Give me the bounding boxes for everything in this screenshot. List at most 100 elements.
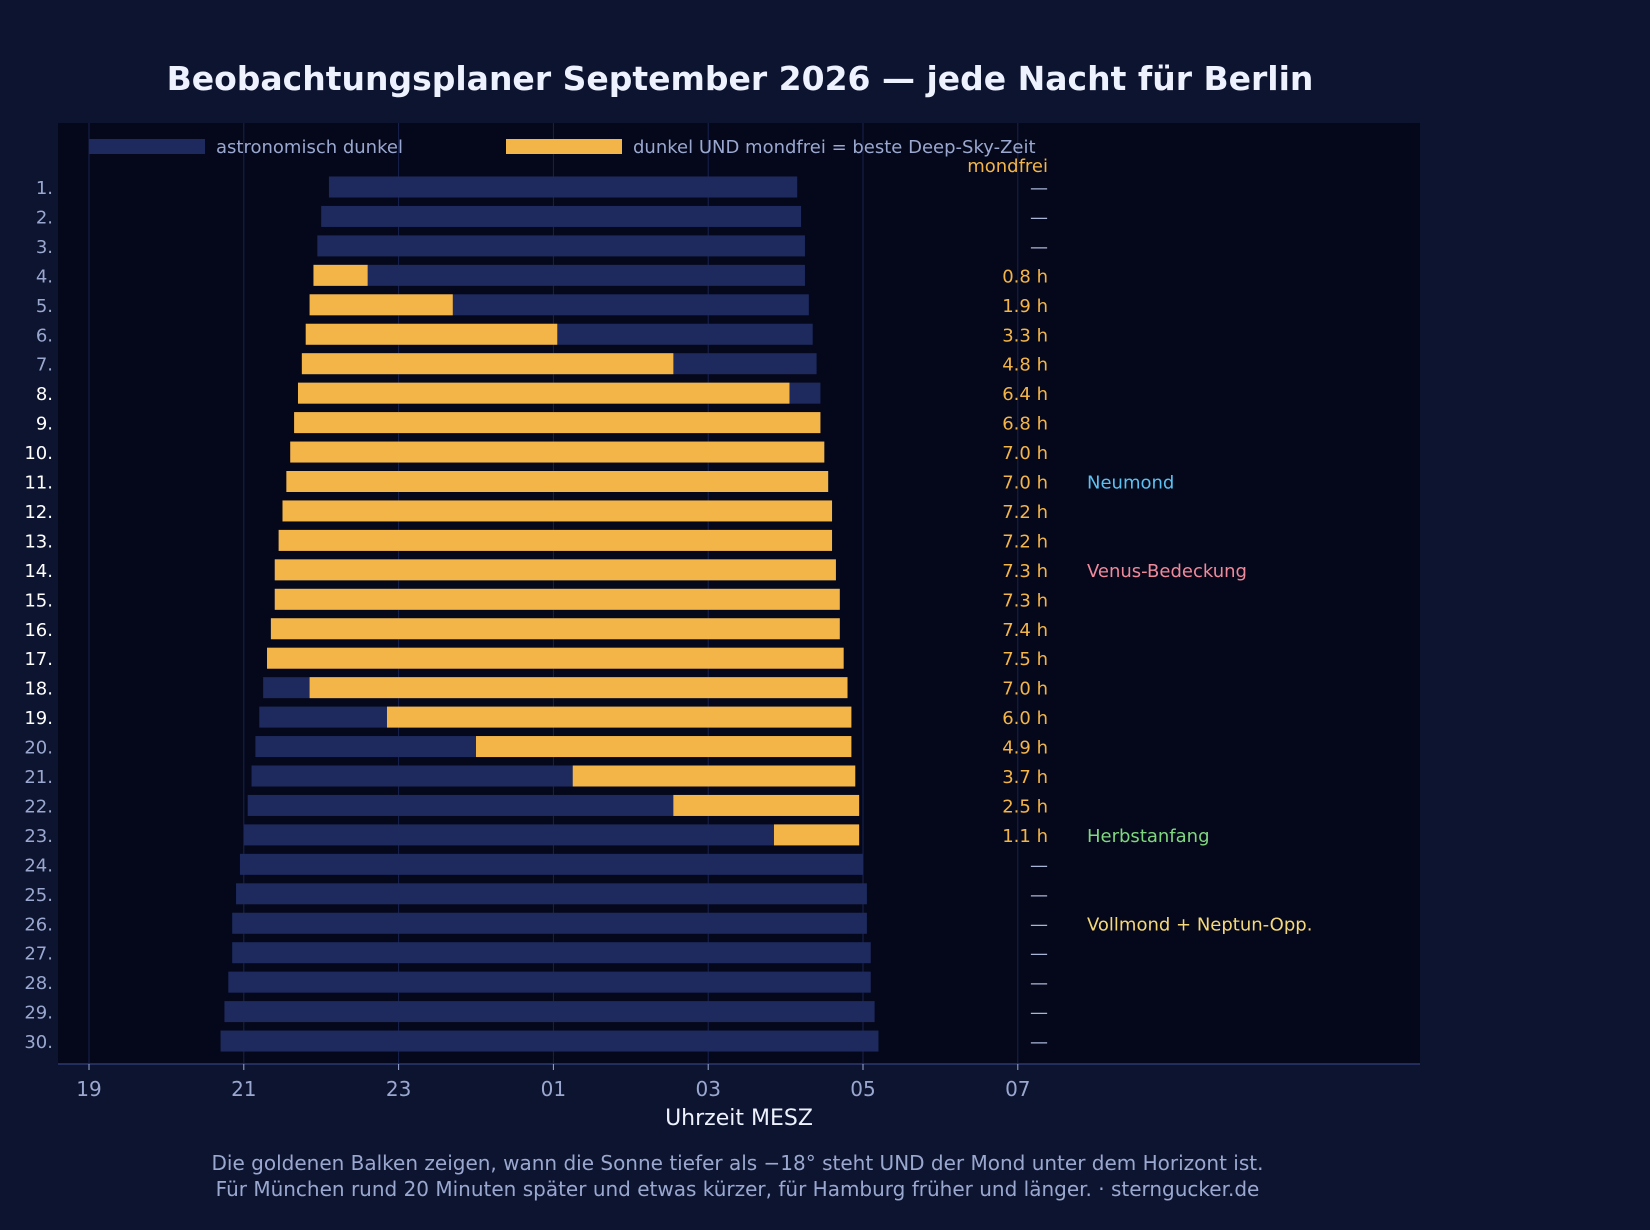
- event-label-0: Neumond: [1087, 473, 1174, 494]
- moonfree-bar-8: [297, 382, 790, 404]
- night-label-24: 24.: [24, 855, 53, 876]
- moonfree-bar-21: [572, 765, 856, 787]
- night-label-23: 23.: [24, 826, 53, 847]
- night-label-17: 17.: [24, 649, 53, 670]
- moonfree-column-header: mondfrei: [967, 156, 1048, 177]
- moonfree-bar-4: [313, 264, 368, 286]
- moonfree-hours-28: —: [1030, 973, 1048, 994]
- moonfree-hours-9: 6.8 h: [1002, 414, 1048, 435]
- moonfree-hours-22: 2.5 h: [1002, 796, 1048, 817]
- moonfree-hours-7: 4.8 h: [1002, 355, 1048, 376]
- moonfree-bar-18: [309, 677, 848, 699]
- dark-bar-24: [239, 853, 863, 875]
- moonfree-hours-14: 7.3 h: [1002, 561, 1048, 582]
- night-label-3: 3.: [36, 237, 53, 258]
- night-label-7: 7.: [36, 355, 53, 376]
- night-label-22: 22.: [24, 796, 53, 817]
- night-label-15: 15.: [24, 590, 53, 611]
- moonfree-bar-22: [673, 794, 860, 816]
- dark-bar-25: [236, 883, 867, 905]
- moonfree-hours-20: 4.9 h: [1002, 738, 1048, 759]
- x-tick-label-0: 19: [76, 1077, 101, 1101]
- night-label-12: 12.: [24, 502, 53, 523]
- event-annotations: Neumond Venus-Bedeckung Herbstanfang Vollmo…: [1087, 473, 1312, 936]
- dark-bar-27: [232, 942, 871, 964]
- night-label-28: 28.: [24, 973, 53, 994]
- night-labels: 1. 2. 3. 4. 5. 6. 7. 8. 9. 10. 11. 12. 13. 14. 15. 16. 1…: [24, 178, 53, 1053]
- dark-bar-29: [224, 1001, 875, 1023]
- moonfree-hours-18: 7.0 h: [1002, 679, 1048, 700]
- moonfree-hours-17: 7.5 h: [1002, 649, 1048, 670]
- night-label-29: 29.: [24, 1003, 53, 1024]
- moonfree-hours-16: 7.4 h: [1002, 620, 1048, 641]
- moonfree-bar-15: [274, 588, 840, 610]
- x-tick-label-2: 23: [386, 1077, 411, 1101]
- moonfree-bar-13: [278, 529, 833, 551]
- moonfree-hours-12: 7.2 h: [1002, 502, 1048, 523]
- bars: [220, 176, 879, 1052]
- moonfree-bar-11: [286, 471, 829, 492]
- legend-label-1: dunkel UND mondfrei = beste Deep-Sky-Zei…: [633, 137, 1036, 158]
- night-label-5: 5.: [36, 296, 53, 317]
- moonfree-bar-20: [476, 736, 852, 758]
- legend: astronomisch dunkel dunkel UND mondfrei =…: [89, 137, 1036, 158]
- moonfree-hours-column: mondfrei———0.8 h1.9 h3.3 h4.8 h6.4 h6.8 …: [967, 156, 1048, 1053]
- chart-title: Beobachtungsplaner September 2026 — jede…: [167, 59, 1314, 98]
- legend-swatch-1: [506, 139, 622, 154]
- moonfree-bar-6: [305, 323, 558, 345]
- footer-note: Die goldenen Balken zeigen, wann die Son…: [0, 1150, 1475, 1202]
- moonfree-hours-24: —: [1030, 855, 1048, 876]
- moonfree-hours-30: —: [1030, 1032, 1048, 1053]
- night-label-2: 2.: [36, 207, 53, 228]
- night-label-19: 19.: [24, 708, 53, 729]
- footer-line-2: Für München rund 20 Minuten später und e…: [215, 1177, 1260, 1201]
- event-label-2: Herbstanfang: [1087, 826, 1210, 847]
- dark-bar-4: [313, 264, 805, 286]
- x-axis: 19 21 23 01 03 05 07 Uhrzeit MESZ: [58, 1063, 1420, 1131]
- night-label-4: 4.: [36, 266, 53, 287]
- moonfree-hours-25: —: [1030, 885, 1048, 906]
- x-tick-label-1: 21: [231, 1077, 256, 1101]
- night-label-1: 1.: [36, 178, 53, 199]
- legend-swatch-0: [89, 139, 205, 154]
- moonfree-hours-27: —: [1030, 944, 1048, 965]
- moonfree-hours-1: —: [1030, 178, 1048, 199]
- night-label-14: 14.: [24, 561, 53, 582]
- night-label-13: 13.: [24, 531, 53, 552]
- night-label-9: 9.: [36, 414, 53, 435]
- moonfree-bar-9: [294, 412, 821, 434]
- moonfree-bar-19: [386, 706, 852, 728]
- night-label-16: 16.: [24, 620, 53, 641]
- moonfree-hours-2: —: [1030, 207, 1048, 228]
- x-tick-label-4: 03: [695, 1077, 720, 1101]
- moonfree-bar-5: [309, 294, 453, 316]
- night-label-26: 26.: [24, 914, 53, 935]
- moonfree-hours-10: 7.0 h: [1002, 443, 1048, 464]
- moonfree-bar-14: [274, 559, 836, 581]
- dark-bar-28: [228, 971, 871, 993]
- x-tick-label-3: 01: [541, 1077, 566, 1101]
- footer-line-1: Die goldenen Balken zeigen, wann die Son…: [211, 1151, 1264, 1175]
- event-label-3: Vollmond + Neptun-Opp.: [1087, 914, 1312, 935]
- night-label-8: 8.: [36, 384, 53, 405]
- moonfree-hours-8: 6.4 h: [1002, 384, 1048, 405]
- moonfree-bar-17: [267, 647, 844, 669]
- moonfree-bar-23: [773, 824, 860, 846]
- moonfree-bar-10: [290, 441, 825, 463]
- moonfree-hours-6: 3.3 h: [1002, 325, 1048, 346]
- moonfree-bar-12: [282, 500, 833, 522]
- dark-bar-2: [321, 205, 802, 227]
- moonfree-hours-4: 0.8 h: [1002, 266, 1048, 287]
- dark-bar-23: [243, 824, 860, 846]
- moonfree-hours-15: 7.3 h: [1002, 590, 1048, 611]
- night-label-25: 25.: [24, 885, 53, 906]
- night-label-10: 10.: [24, 443, 53, 464]
- night-label-6: 6.: [36, 325, 53, 346]
- moonfree-hours-21: 3.7 h: [1002, 767, 1048, 788]
- moonfree-hours-13: 7.2 h: [1002, 531, 1048, 552]
- x-tick-label-5: 05: [850, 1077, 875, 1101]
- moonfree-hours-26: —: [1030, 914, 1048, 935]
- moonfree-hours-11: 7.0 h: [1002, 473, 1048, 494]
- night-label-30: 30.: [24, 1032, 53, 1053]
